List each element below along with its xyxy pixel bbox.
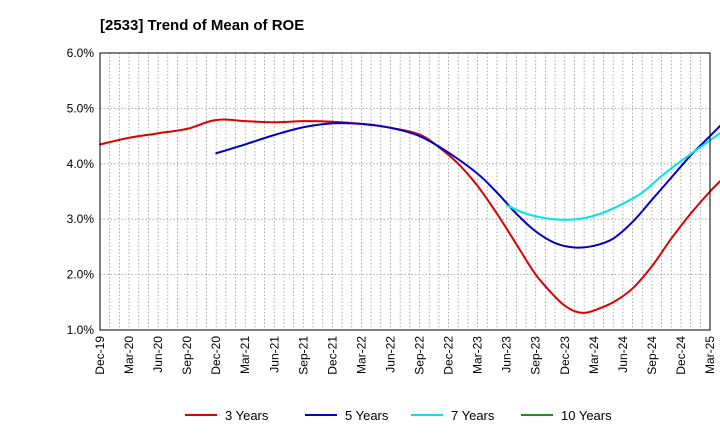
y-tick-label: 1.0% — [67, 323, 95, 337]
x-tick-label: Dec-21 — [325, 336, 339, 375]
plot-area-frame — [99, 52, 711, 331]
legend-label: 10 Years — [561, 408, 612, 423]
x-tick-label: Dec-22 — [442, 336, 456, 375]
legend-label: 5 Years — [345, 408, 389, 423]
x-tick-label: Mar-24 — [587, 336, 601, 374]
chart-title: [2533] Trend of Mean of ROE — [100, 17, 304, 34]
x-tick-label: Jun-24 — [616, 336, 630, 373]
x-axis-ticks: Dec-19 Mar-20 Jun-20 Sep-20 Dec-20 Mar-21 Jun-… — [93, 336, 717, 375]
x-tick-label: Dec-23 — [558, 336, 572, 375]
x-tick-label: Mar-22 — [354, 336, 368, 374]
x-tick-label: Mar-21 — [238, 336, 252, 374]
y-tick-label: 5.0% — [67, 101, 95, 115]
series-line-3-years — [99, 118, 720, 314]
x-tick-label: Mar-25 — [703, 336, 717, 374]
series-line-5-years — [215, 122, 720, 249]
x-tick-label: Sep-21 — [296, 336, 310, 375]
y-axis-ticks: 1.0% 2.0% 3.0% 4.0% 5.0% 6.0% — [67, 46, 95, 337]
x-tick-label: Sep-23 — [529, 336, 543, 375]
y-tick-label: 2.0% — [67, 268, 95, 282]
legend-label: 3 Years — [225, 408, 269, 423]
x-tick-label: Sep-24 — [645, 336, 659, 375]
x-tick-label: Sep-22 — [413, 336, 427, 375]
x-tick-label: Jun-22 — [383, 336, 397, 373]
x-tick-label: Jun-20 — [151, 336, 165, 373]
grid-lines — [100, 53, 710, 330]
series-line-7-years — [505, 131, 720, 221]
x-tick-label: Dec-19 — [93, 336, 107, 375]
x-tick-label: Dec-24 — [674, 336, 688, 375]
y-tick-label: 3.0% — [67, 212, 95, 226]
x-tick-label: Dec-20 — [209, 336, 223, 375]
x-tick-label: Mar-23 — [471, 336, 485, 374]
x-tick-label: Jun-23 — [500, 336, 514, 373]
x-tick-label: Jun-21 — [267, 336, 281, 373]
x-tick-label: Sep-20 — [180, 336, 194, 375]
x-tick-label: Mar-20 — [122, 336, 136, 374]
y-tick-label: 6.0% — [67, 46, 95, 60]
series-lines — [99, 118, 720, 314]
legend: 3 Years 5 Years 7 Years 10 Years — [185, 408, 612, 423]
legend-label: 7 Years — [451, 408, 495, 423]
y-tick-label: 4.0% — [67, 157, 95, 171]
